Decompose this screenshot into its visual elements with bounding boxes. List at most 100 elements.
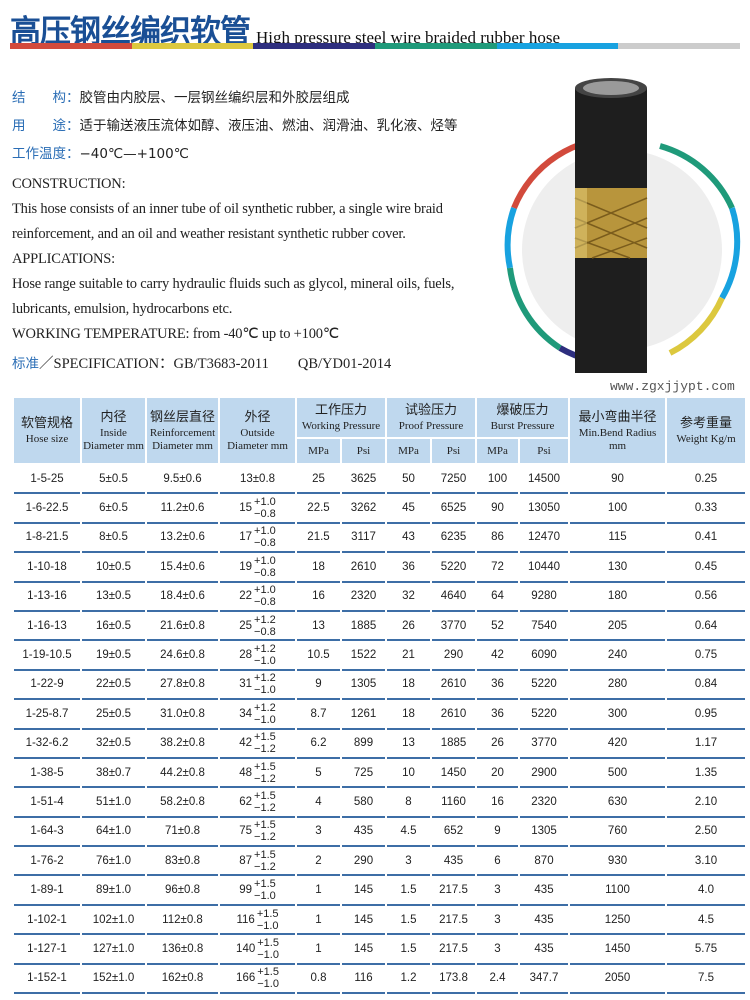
tol-plus: +1.5: [254, 760, 276, 773]
table-cell: 45: [387, 494, 430, 524]
table-cell: 725: [342, 759, 385, 789]
od-tolerance: +1.0 −0.8: [254, 584, 276, 608]
od-tolerance: +1.5 −1.0: [257, 908, 279, 932]
table-cell: 1-25-8.7: [14, 700, 80, 730]
table-cell: 145: [342, 906, 385, 936]
table-cell: 6525: [432, 494, 475, 524]
unit-mpa: MPa: [297, 439, 340, 465]
zh: 软管规格: [20, 416, 73, 431]
table-row: 1-16-13 16±0.5 21.6±0.8 25 +1.2 −0.8 13 1885 26 3…: [14, 612, 746, 642]
outside-diameter: 13±0.8: [239, 472, 276, 485]
stripe-segment: [496, 43, 619, 49]
table-cell: 13±0.5: [82, 583, 145, 612]
table-row: 1-102-1 102±1.0 112±0.8 116 +1.5 −1.0 1 145 1.5 2…: [14, 906, 746, 936]
applications-text: lubricants, emulsion, hydrocarbons etc.: [12, 301, 233, 317]
header-inside: 内径 Inside Diameter mm: [82, 398, 145, 465]
od-tolerance: +1.5 −1.2: [254, 761, 276, 785]
table-cell: 0.41: [667, 524, 746, 554]
table-cell: 435: [342, 818, 385, 848]
table-cell: 16: [297, 583, 340, 612]
table-cell: 1261: [342, 700, 385, 730]
table-cell: 1: [297, 876, 340, 906]
table-cell: 0.45: [667, 553, 746, 583]
stripe-segment: [375, 43, 497, 49]
tol-minus: −1.0: [257, 948, 279, 961]
zh: 内径: [100, 409, 127, 425]
tol-plus: +1.5: [257, 966, 279, 979]
table-cell: 0.64: [667, 612, 746, 642]
table-cell: 26: [477, 730, 518, 759]
table-cell: 1-10-18: [14, 553, 80, 583]
table-cell: 290: [342, 847, 385, 877]
table-cell: 3770: [432, 612, 475, 642]
unit-mpa: MPa: [477, 439, 518, 465]
table-cell: 11.2±0.6: [147, 494, 218, 524]
table-cell: 64±1.0: [82, 818, 145, 848]
outside-diameter: 62 +1.5 −1.2: [239, 790, 276, 814]
table-cell: 435: [520, 876, 569, 906]
table-cell: 3262: [342, 494, 385, 524]
table-row: 1-8-21.5 8±0.5 13.2±0.6 17 +1.0 −0.8 21.5 3117 4…: [14, 524, 746, 554]
tol-minus: −1.2: [254, 772, 276, 785]
header-hose-size: 软管规格 Hose size: [14, 398, 80, 465]
table-cell: 19±0.5: [82, 641, 145, 671]
tol-minus: −1.0: [257, 978, 279, 991]
table-cell: 2.50: [667, 818, 746, 848]
table-cell: 2900: [520, 759, 569, 789]
table-cell: 1-102-1: [14, 906, 80, 936]
table-cell: 3: [477, 906, 518, 936]
table-cell: 152±1.0: [82, 965, 145, 995]
table-cell: 0.33: [667, 494, 746, 524]
od-value: 19: [239, 560, 253, 573]
table-cell: 435: [520, 935, 569, 965]
tol-plus: +1.0: [254, 496, 276, 509]
tol-minus: −1.0: [256, 919, 279, 932]
table-cell: 162±0.8: [147, 965, 218, 995]
stripe-segment: [618, 43, 741, 49]
tol-minus: −0.8: [254, 596, 276, 609]
table-cell: 1885: [342, 612, 385, 642]
tol-minus: −1.2: [254, 860, 276, 873]
table-cell: 3: [297, 818, 340, 848]
table-cell: 13: [387, 730, 430, 759]
table-cell: 16±0.5: [82, 612, 145, 642]
table-cell: 5220: [432, 553, 475, 583]
table-cell: 3: [477, 935, 518, 965]
table-row: 1-13-16 13±0.5 18.4±0.6 22 +1.0 −0.8 16 2320 32 4…: [14, 583, 746, 612]
unit-psi: Psi: [432, 439, 475, 465]
temperature-zh: 工作温度：−40℃—+100℃: [12, 142, 189, 162]
table-cell: 1450: [570, 935, 666, 965]
table-cell: 899: [342, 730, 385, 759]
table-cell: 4: [297, 788, 340, 818]
table-cell: 58.2±0.8: [147, 788, 218, 818]
table-cell: 44.2±0.8: [147, 759, 218, 789]
od-tolerance: +1.2 −0.8: [254, 614, 276, 638]
table-cell: 18: [297, 553, 340, 583]
table-cell: 89±1.0: [82, 876, 145, 906]
table-cell: 3.10: [667, 847, 746, 877]
table-cell: 31.0±0.8: [147, 700, 218, 730]
table-row: 1-51-4 51±1.0 58.2±0.8 62 +1.5 −1.2 4 580 8 1160 1…: [14, 788, 746, 818]
od-value: 34: [239, 707, 253, 720]
table-cell: 1160: [432, 788, 475, 818]
tol-plus: +1.2: [254, 643, 276, 656]
tol-plus: +1.0: [254, 554, 276, 567]
table-cell: 145: [342, 935, 385, 965]
table-cell: 6090: [520, 641, 569, 671]
table-cell: 36: [477, 671, 518, 701]
outside-diameter: 99 +1.5 −1.0: [239, 878, 276, 902]
table-cell: 18: [387, 671, 430, 701]
zh: 最小弯曲半径: [578, 409, 657, 425]
table-cell: 96±0.8: [147, 876, 218, 906]
en: Proof Pressure: [398, 420, 464, 432]
header-burst: 爆破压力 Burst Pressure: [477, 398, 569, 439]
table-row: 1-10-18 10±0.5 15.4±0.6 19 +1.0 −0.8 18 2610 36 5…: [14, 553, 746, 583]
table-cell: 1.5: [387, 906, 430, 936]
table-cell: 1-32-6.2: [14, 730, 80, 759]
table-cell: 100: [477, 465, 518, 495]
table-cell: 3: [477, 876, 518, 906]
table-cell: 0.75: [667, 641, 746, 671]
table-cell: 27.8±0.8: [147, 671, 218, 701]
table-cell: 1100: [570, 876, 666, 906]
table-row: 1-64-3 64±1.0 71±0.8 75 +1.5 −1.2 3 435 4.5 652 9 1…: [14, 818, 746, 848]
